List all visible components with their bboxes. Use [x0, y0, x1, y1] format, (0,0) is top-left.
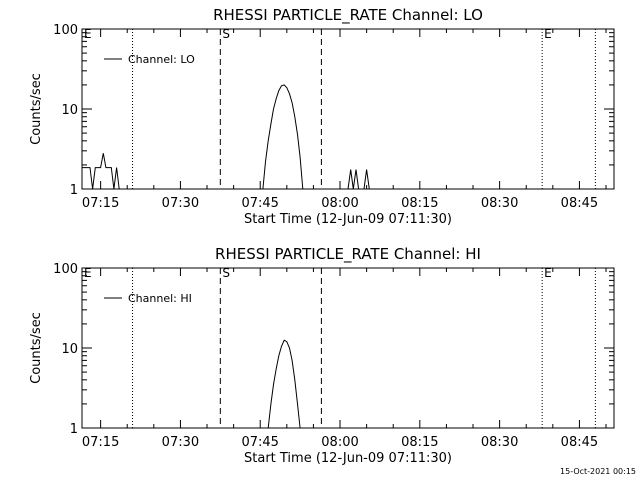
- x-tick-label: 08:30: [481, 435, 518, 450]
- x-axis-label: Start Time (12-Jun-09 07:11:30): [244, 212, 452, 227]
- x-tick-label: 08:00: [321, 435, 358, 450]
- legend-entry: Channel: LO: [128, 53, 195, 66]
- legend-entry: Channel: HI: [128, 292, 192, 305]
- x-tick-label: 08:45: [561, 435, 598, 450]
- y-tick-label: 10: [61, 342, 78, 357]
- x-tick-label: 08:15: [401, 435, 438, 450]
- flag-label: E: [84, 266, 92, 280]
- flag-label: E: [544, 27, 552, 41]
- chart-title: RHESSI PARTICLE_RATE Channel: LO: [213, 6, 483, 25]
- x-tick-label: 07:15: [82, 196, 119, 211]
- x-tick-label: 08:30: [481, 196, 518, 211]
- series-line: [267, 339, 301, 429]
- chart-title: RHESSI PARTICLE_RATE Channel: HI: [215, 245, 481, 264]
- timestamp: 15-Oct-2021 00:15: [560, 467, 636, 476]
- x-tick-label: 07:45: [241, 196, 278, 211]
- y-axis-label: Counts/sec: [29, 312, 44, 384]
- x-tick-label: 07:45: [241, 435, 278, 450]
- flag-label: S: [222, 266, 230, 280]
- series-line: [82, 153, 120, 190]
- y-tick-label: 1: [70, 183, 78, 198]
- y-axis-label: Counts/sec: [29, 73, 44, 145]
- y-tick-label: 100: [53, 262, 78, 277]
- flag-label: S: [222, 27, 230, 41]
- x-tick-label: 07:30: [162, 196, 199, 211]
- y-tick-label: 10: [61, 103, 78, 118]
- x-tick-label: 08:45: [561, 196, 598, 211]
- x-tick-label: 08:15: [401, 196, 438, 211]
- x-tick-label: 07:15: [82, 435, 119, 450]
- x-axis-label: Start Time (12-Jun-09 07:11:30): [244, 451, 452, 466]
- flag-label: E: [84, 27, 92, 41]
- x-tick-label: 07:30: [162, 435, 199, 450]
- y-tick-label: 1: [70, 422, 78, 437]
- series-line: [347, 169, 360, 190]
- x-tick-label: 08:00: [321, 196, 358, 211]
- series-line: [363, 169, 370, 190]
- series-line: [262, 84, 304, 190]
- y-tick-label: 100: [53, 23, 78, 38]
- flag-label: E: [544, 266, 552, 280]
